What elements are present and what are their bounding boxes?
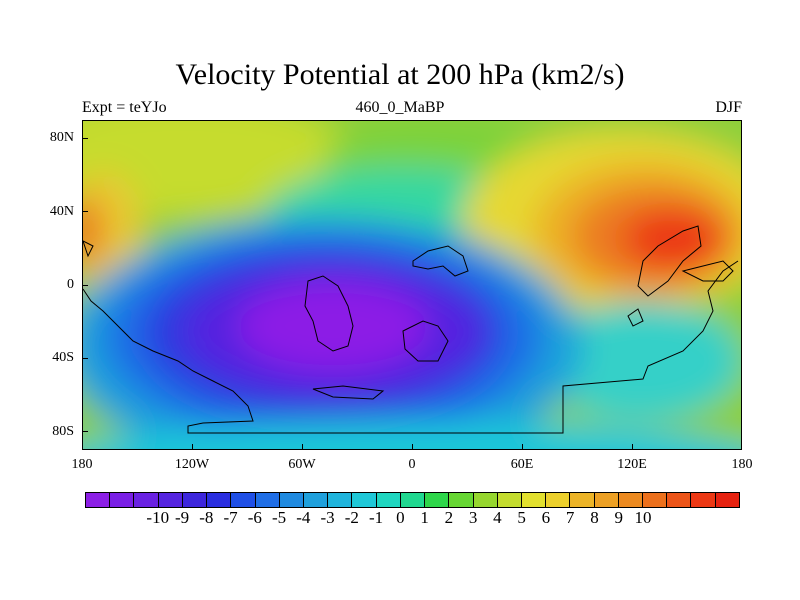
colorbar-level-label: -5 [271,508,287,527]
colorbar-level-label: -4 [296,508,311,527]
y-tick-mark [82,284,88,286]
colorbar-swatch [594,493,619,507]
colorbar-swatch [667,493,692,507]
y-tick-label: 40S [52,350,74,366]
colorbar-level-label: -8 [199,508,214,527]
x-tick-mark [631,444,633,450]
x-tick-label: 180 [71,457,93,472]
colorbar-swatch [425,493,450,507]
colorbar-level-label: 8 [590,508,599,527]
colorbar-swatch [255,493,280,507]
colorbar-swatch [400,493,426,507]
colorbar-swatch [279,493,304,507]
experiment-label: Expt = teYJo [82,99,167,116]
colorbar-swatch [618,493,644,507]
x-tick-label: 0 [408,457,416,472]
colorbar-level-label: 10 [634,508,652,527]
colorbar-level-label: -9 [174,508,190,527]
colorbar-level-label: 9 [614,508,623,527]
colorbar-swatch [449,493,474,507]
x-tick-mark [521,444,523,450]
coastlines [83,225,739,434]
chart-title: Velocity Potential at 200 hPa (km2/s) [175,58,625,91]
x-tick-label: 120E [617,457,647,472]
colorbar-swatch [715,493,739,507]
colorbar-level-label: 6 [541,508,551,527]
colorbar-level-label: 5 [517,508,526,527]
colorbar-swatch [497,493,522,507]
colorbar-swatch [521,493,547,507]
velocity-potential-map [83,121,741,449]
x-tick-mark [301,444,303,450]
season-label: DJF [715,99,742,116]
time-period-label: 460_0_MaBP [355,99,445,116]
y-tick-mark [82,137,88,139]
colorbar-swatch [328,493,353,507]
x-tick-mark [191,444,193,450]
colorbar-swatch [376,493,401,507]
colorbar-level-label: -3 [320,508,335,527]
colorbar-swatch [352,493,377,507]
colorbar-swatch [303,493,329,507]
colorbar-level-label: 3 [468,508,478,527]
colorbar-swatch [546,493,571,507]
y-tick-mark [82,357,88,359]
y-tick-label: 0 [67,277,74,292]
colorbar-swatch [231,493,256,507]
colorbar-swatch [158,493,183,507]
colorbar-swatch [134,493,159,507]
colorbar-level-label: -7 [223,508,238,527]
y-tick-mark [82,431,88,433]
x-tick-label: 60E [510,457,534,472]
colorbar-swatch [86,493,111,507]
x-tick-label: 60W [288,457,316,472]
colorbar-level-label: 0 [396,508,405,527]
y-tick-mark [82,211,88,213]
colorbar-level-label: -1 [369,508,384,527]
x-tick-label: 120W [174,457,210,472]
colorbar-swatch [110,493,135,507]
colorbar-swatch [182,493,208,507]
x-tick-mark [740,444,742,450]
y-tick-label: 80N [49,130,74,146]
colorbar-level-label: 2 [444,508,454,527]
colorbar-swatch [207,493,232,507]
colorbar-swatch [691,493,716,507]
y-tick-label: 80S [52,423,74,439]
colorbar-swatch [643,493,668,507]
colorbar-level-label: -6 [247,508,262,527]
colorbar-level-label: 1 [420,508,429,527]
colorbar-level-label: 7 [565,508,575,527]
x-tick-mark [411,444,413,450]
colorbar-swatch [473,493,498,507]
contour-field [83,121,741,449]
colorbar [85,492,740,508]
map-plot-area [82,120,742,450]
colorbar-swatch [570,493,595,507]
x-tick-mark [81,444,83,450]
y-tick-label: 40N [49,203,74,219]
colorbar-level-label: -10 [146,508,170,527]
x-tick-label: 180 [731,457,753,472]
colorbar-level-label: -2 [344,508,359,527]
colorbar-level-label: 4 [493,508,502,527]
